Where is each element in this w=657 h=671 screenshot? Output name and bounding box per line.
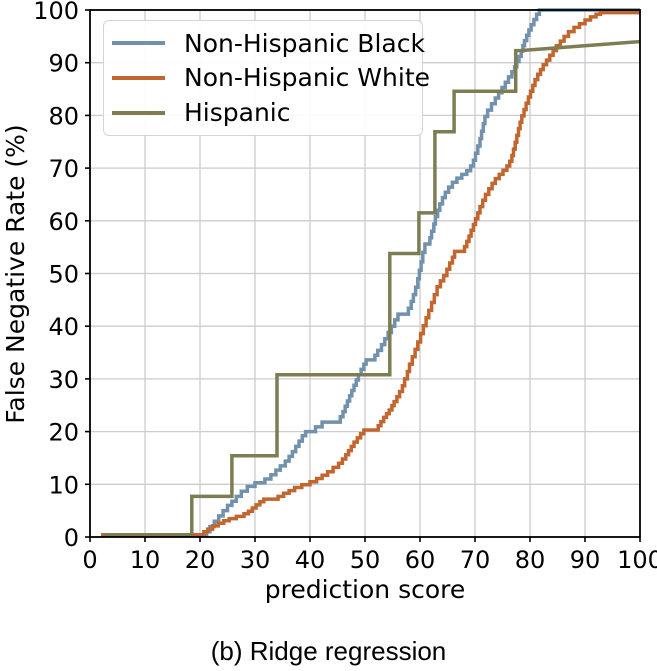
legend-label: Hispanic bbox=[184, 98, 291, 128]
axis-ticks bbox=[85, 9, 641, 542]
non-hispanic-black-line-swatch bbox=[112, 41, 165, 46]
y-tick-label: 10 bbox=[48, 471, 79, 499]
legend-item-hispanic: Hispanic bbox=[112, 96, 422, 130]
x-tick-label: 100 bbox=[617, 546, 657, 574]
legend: Non-Hispanic Black Non-Hispanic White Hi… bbox=[103, 20, 430, 136]
y-tick-label: 100 bbox=[33, 0, 79, 25]
x-tick-label: 20 bbox=[185, 546, 216, 574]
x-tick-label: 10 bbox=[130, 546, 161, 574]
x-tick-label: 60 bbox=[405, 546, 436, 574]
x-tick-label: 0 bbox=[82, 546, 97, 574]
y-tick-label: 70 bbox=[48, 155, 79, 183]
data-series bbox=[101, 8, 641, 537]
y-tick-label: 90 bbox=[48, 50, 79, 78]
legend-item-non-hispanic-black: Non-Hispanic Black bbox=[112, 26, 425, 60]
y-tick-label: 80 bbox=[48, 102, 79, 130]
y-tick-label: 50 bbox=[48, 261, 79, 289]
series-line-non-hispanic-white bbox=[101, 10, 640, 537]
y-tick-label: 60 bbox=[48, 208, 79, 236]
figure-caption: (b) Ridge regression bbox=[210, 636, 447, 666]
legend-label: Non-Hispanic White bbox=[184, 63, 430, 93]
y-tick-label: 30 bbox=[48, 366, 79, 394]
non-hispanic-white-line-swatch bbox=[112, 75, 165, 80]
x-tick-label: 50 bbox=[350, 546, 381, 574]
y-tick-label: 20 bbox=[48, 419, 79, 447]
legend-label: Non-Hispanic Black bbox=[184, 28, 425, 58]
axis-tick-labels: 0 10 20 30 40 50 60 70 80 90 100 0 10 20 30 40 50 60 70 80 9… bbox=[33, 0, 657, 574]
x-tick-label: 70 bbox=[460, 546, 491, 574]
y-tick-label: 40 bbox=[48, 313, 79, 341]
y-axis-label: False Negative Rate (%) bbox=[1, 124, 30, 423]
hispanic-line-swatch bbox=[112, 110, 165, 115]
series-line-hispanic bbox=[103, 39, 641, 537]
x-tick-label: 90 bbox=[570, 546, 601, 574]
y-tick-label: 0 bbox=[64, 524, 79, 552]
x-tick-label: 40 bbox=[295, 546, 326, 574]
x-axis-label: prediction score bbox=[265, 575, 466, 604]
legend-item-non-hispanic-white: Non-Hispanic White bbox=[112, 61, 430, 95]
x-tick-label: 80 bbox=[515, 546, 546, 574]
x-tick-label: 30 bbox=[240, 546, 271, 574]
